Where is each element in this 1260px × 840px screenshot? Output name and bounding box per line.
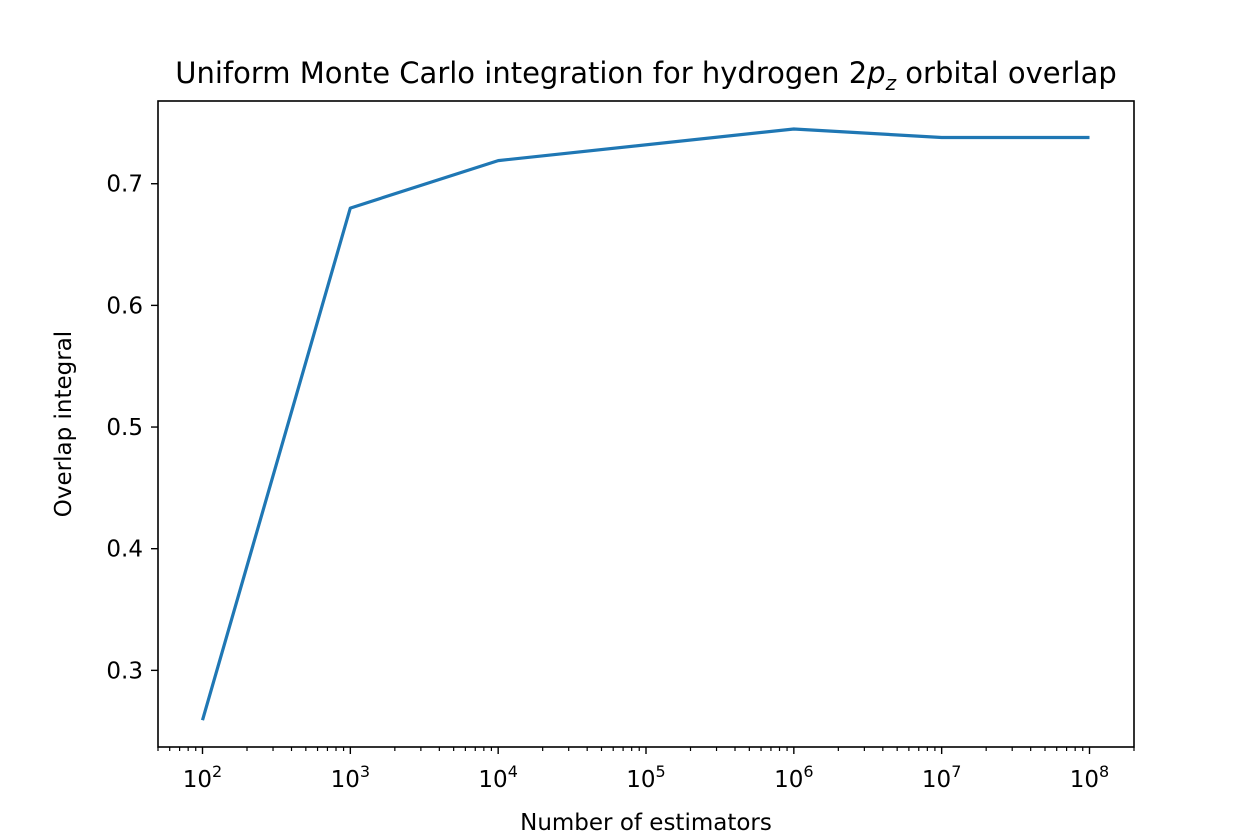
y-tick-label: 0.4 xyxy=(106,537,143,563)
x-tick-label-exp: 8 xyxy=(1099,762,1109,781)
chart-title-math-sub: z xyxy=(885,71,897,95)
x-tick-label-base: 10 xyxy=(183,767,212,793)
x-tick-label: 102 xyxy=(183,762,222,793)
x-minor-ticks xyxy=(157,747,1135,751)
x-tick-label: 108 xyxy=(1070,762,1109,793)
chart-title: Uniform Monte Carlo integration for hydr… xyxy=(175,56,1117,95)
x-tick-label: 106 xyxy=(774,762,813,793)
x-tick-label-exp: 5 xyxy=(656,762,666,781)
x-tick-label-exp: 6 xyxy=(803,762,813,781)
x-tick-label-base: 10 xyxy=(922,767,951,793)
x-tick-label-base: 10 xyxy=(478,767,507,793)
series-line xyxy=(200,127,1090,721)
x-tick-label-base: 10 xyxy=(626,767,655,793)
x-tick-label: 105 xyxy=(626,762,665,793)
x-tick-label: 103 xyxy=(331,762,370,793)
x-tick-label-exp: 2 xyxy=(212,762,222,781)
y-tick-label: 0.7 xyxy=(106,172,143,198)
plot-area: 102 103 104 105 106 107 108 0.30.40.50.60.7 xyxy=(106,100,1135,793)
x-axis-label: Number of estimators xyxy=(520,810,772,836)
x-tick-label-base: 10 xyxy=(331,767,360,793)
x-tick-label-exp: 7 xyxy=(951,762,961,781)
x-tick-label-base: 10 xyxy=(1070,767,1099,793)
y-tick-label: 0.5 xyxy=(106,415,143,441)
chart-title-suffix: orbital overlap xyxy=(896,56,1117,90)
x-tick-label-exp: 3 xyxy=(360,762,370,781)
series-layer xyxy=(200,127,1090,721)
x-ticks: 102 103 104 105 106 107 108 xyxy=(183,747,1109,793)
chart-title-prefix: Uniform Monte Carlo integration for hydr… xyxy=(175,56,867,90)
y-ticks: 0.3 0.4 0.5 0.6 0.7 xyxy=(106,172,158,684)
x-tick-label: 104 xyxy=(478,762,517,793)
y-tick-label: 0.3 xyxy=(106,658,143,684)
plot-frame xyxy=(157,100,1135,748)
x-tick-label-exp: 4 xyxy=(508,762,518,781)
y-axis-label: Overlap integral xyxy=(51,331,77,517)
y-tick-label: 0.6 xyxy=(106,293,143,319)
x-tick-label-base: 10 xyxy=(774,767,803,793)
chart-title-math-var: p xyxy=(866,56,885,90)
x-tick-label: 107 xyxy=(922,762,961,793)
